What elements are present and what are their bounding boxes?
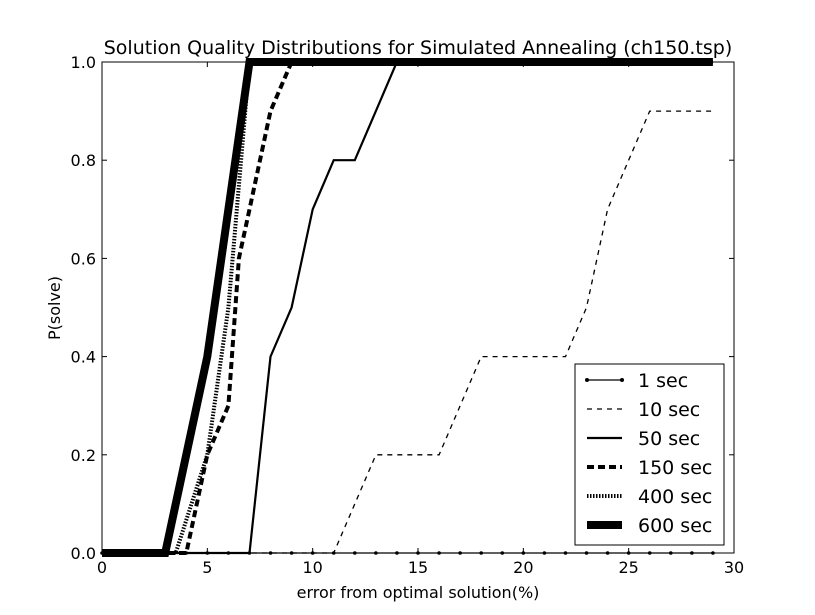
legend-marker [585,378,589,382]
y-tick-label: 0.4 [71,348,96,367]
x-tick-label: 30 [724,558,744,577]
y-tick-label: 0.8 [71,151,96,170]
y-tick-label: 0.6 [71,249,96,268]
legend-entry: 150 sec [587,457,712,479]
y-tick-label: 1.0 [71,53,96,72]
legend-label: 1 sec [638,370,688,392]
x-tick-label: 0 [97,558,107,577]
x-axis-label: error from optimal solution(%) [297,583,540,602]
y-axis-label: P(solve) [45,276,64,340]
series-line [102,60,713,555]
series-150-sec [102,60,713,555]
legend: 1 sec 10 sec 50 sec 150 sec 400 sec 600 sec [574,363,725,546]
legend-entry: 1 sec [585,370,688,392]
legend-entry: 600 sec [587,515,712,537]
legend-entry: 400 sec [587,486,712,508]
y-tick-label: 0.2 [71,446,96,465]
legend-label: 600 sec [638,515,712,537]
series-50-sec [102,60,713,555]
chart-title: Solution Quality Distributions for Simul… [104,37,733,59]
x-tick-label: 15 [408,558,428,577]
legend-label: 50 sec [638,428,700,450]
legend-label: 400 sec [638,486,712,508]
x-tick-label: 10 [302,558,322,577]
ticks-layer: 0 5 10 15 20 25 30 0.0 0.2 0.4 0.6 0.8 1.0 [71,53,745,577]
x-tick-label: 20 [513,558,533,577]
series-10-sec [102,110,713,554]
x-tick-label: 5 [202,558,212,577]
legend-entry: 50 sec [587,428,700,450]
legend-marker [620,378,624,382]
legend-entry: 10 sec [587,399,700,421]
y-tick-label: 0.0 [71,544,96,563]
series-line [102,60,713,555]
legend-label: 10 sec [638,399,700,421]
x-tick-label: 25 [618,558,638,577]
legend-label: 150 sec [638,457,712,479]
series-line [102,110,713,554]
legend-box [574,363,725,546]
